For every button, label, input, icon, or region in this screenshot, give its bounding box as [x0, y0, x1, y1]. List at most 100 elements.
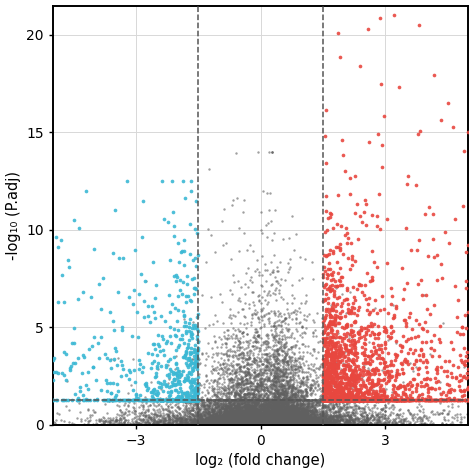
Point: [276, 421, 283, 428]
Point: [238, 418, 246, 425]
Point: [187, 360, 194, 368]
Point: [260, 406, 268, 414]
Point: [253, 416, 260, 423]
Point: [184, 343, 192, 350]
Point: [260, 416, 268, 423]
Point: [227, 369, 234, 377]
Point: [277, 368, 284, 375]
Point: [373, 419, 380, 427]
Point: [302, 411, 310, 419]
Point: [277, 414, 284, 422]
Point: [262, 398, 270, 405]
Point: [338, 399, 346, 406]
Point: [255, 419, 263, 426]
Point: [374, 380, 382, 387]
Point: [244, 371, 252, 379]
Point: [217, 390, 224, 397]
Point: [319, 355, 326, 363]
Point: [337, 396, 345, 403]
Point: [321, 421, 329, 428]
Point: [272, 414, 280, 422]
Point: [258, 420, 266, 428]
Point: [331, 315, 339, 322]
Point: [246, 408, 254, 416]
Point: [216, 415, 223, 422]
Point: [234, 379, 242, 386]
Point: [252, 407, 259, 414]
Point: [197, 418, 204, 426]
Point: [275, 421, 283, 428]
Point: [163, 381, 171, 389]
Point: [365, 396, 373, 403]
Point: [267, 415, 274, 423]
Point: [304, 416, 312, 424]
Point: [247, 417, 255, 424]
Point: [286, 419, 294, 426]
Point: [321, 419, 328, 426]
Point: [299, 419, 306, 426]
Point: [273, 420, 281, 428]
Point: [320, 411, 328, 419]
Point: [270, 371, 277, 379]
Point: [325, 396, 333, 403]
Point: [235, 413, 243, 421]
Point: [273, 396, 280, 403]
Point: [327, 381, 334, 389]
Point: [302, 409, 310, 417]
Point: [272, 418, 280, 426]
Point: [235, 379, 243, 387]
Point: [394, 384, 402, 392]
Point: [224, 417, 232, 425]
Point: [219, 403, 226, 411]
Point: [314, 417, 322, 424]
Point: [235, 355, 242, 362]
Point: [296, 420, 304, 428]
Point: [344, 322, 351, 330]
Point: [237, 388, 244, 395]
Point: [271, 396, 279, 403]
Point: [321, 396, 328, 403]
Point: [196, 411, 203, 419]
Point: [264, 410, 272, 417]
Point: [149, 405, 157, 413]
Point: [91, 396, 99, 403]
Point: [292, 415, 300, 423]
Point: [233, 401, 241, 409]
Point: [331, 386, 338, 394]
Point: [393, 384, 401, 392]
Point: [320, 385, 328, 392]
Point: [371, 396, 378, 403]
Point: [256, 410, 264, 417]
Point: [358, 333, 365, 341]
Point: [272, 413, 280, 421]
Point: [250, 417, 257, 424]
Point: [317, 418, 325, 425]
Point: [221, 419, 228, 427]
Point: [267, 397, 275, 405]
Point: [235, 354, 243, 362]
Point: [307, 416, 315, 423]
Point: [230, 347, 238, 355]
Point: [352, 386, 360, 393]
Point: [329, 409, 337, 416]
Point: [323, 419, 330, 427]
Point: [233, 416, 241, 423]
Point: [210, 396, 218, 403]
Point: [275, 421, 283, 428]
Point: [252, 414, 259, 422]
Point: [170, 325, 178, 333]
Point: [278, 358, 286, 366]
Point: [445, 239, 453, 247]
Point: [292, 383, 300, 391]
Point: [243, 419, 251, 427]
Point: [266, 419, 274, 427]
Point: [251, 415, 258, 423]
Point: [345, 376, 353, 384]
Point: [182, 347, 190, 355]
Point: [239, 417, 246, 424]
Point: [246, 415, 253, 423]
Point: [284, 364, 292, 371]
Point: [230, 412, 238, 419]
Point: [294, 420, 302, 428]
Point: [397, 396, 405, 403]
